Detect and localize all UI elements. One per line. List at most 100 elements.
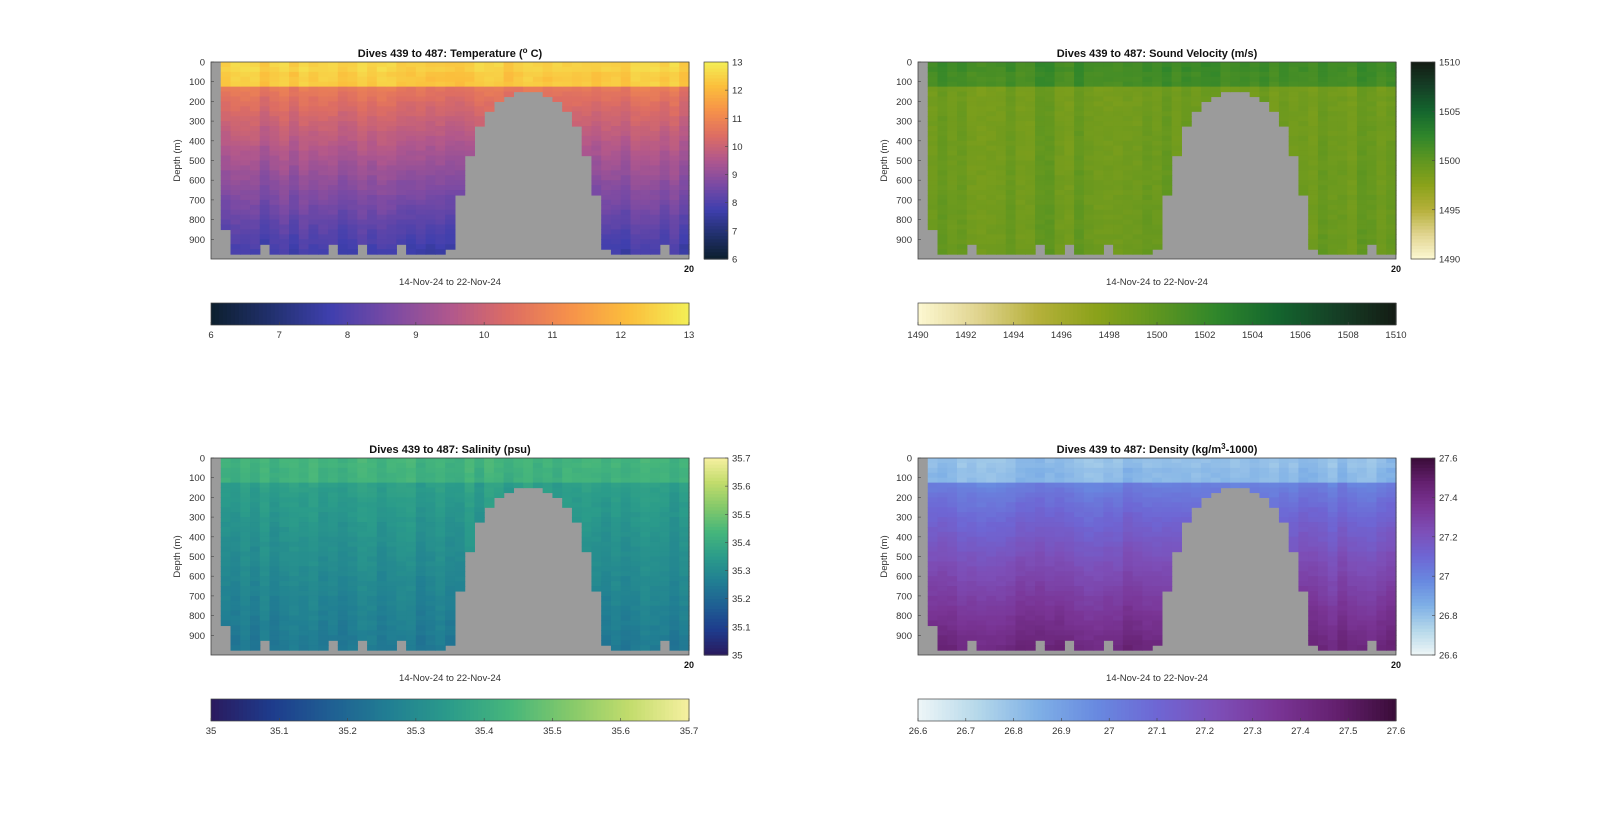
heatmap-cell — [620, 229, 632, 235]
heatmap-cell — [269, 145, 280, 152]
heatmap-cell — [220, 595, 232, 602]
heatmap-cell — [1093, 170, 1104, 176]
heatmap-cell — [445, 507, 456, 513]
heatmap-cell — [269, 610, 280, 617]
heatmap-cell — [1269, 101, 1280, 107]
heatmap-cell — [259, 625, 271, 631]
heatmap-cell — [1015, 239, 1026, 245]
heatmap-cell — [1103, 155, 1114, 162]
heatmap-cell — [620, 96, 632, 102]
heatmap-cell — [1327, 190, 1339, 196]
heatmap-cell — [357, 135, 368, 142]
heatmap-cell — [996, 239, 1007, 245]
heatmap-cell — [289, 96, 300, 102]
heatmap-cell — [957, 91, 968, 98]
heatmap-cell — [1337, 62, 1348, 68]
colorbar-segment — [306, 303, 312, 325]
heatmap-cell — [1308, 126, 1319, 132]
heatmap-cell — [376, 531, 388, 538]
heatmap-cell — [1356, 229, 1368, 235]
heatmap-cell — [679, 531, 690, 538]
heatmap-cell — [386, 214, 397, 221]
heatmap-cell — [406, 219, 417, 226]
heatmap-cell — [240, 86, 251, 93]
heatmap-cell — [406, 458, 417, 464]
heatmap-cell — [376, 126, 388, 132]
heatmap-cell — [445, 620, 456, 627]
heatmap-cell — [1337, 234, 1348, 240]
heatmap-cell — [966, 62, 978, 68]
heatmap-cell — [445, 175, 456, 181]
heatmap-cell — [947, 214, 958, 221]
heatmap-cell — [1288, 86, 1300, 93]
heatmap-cell — [620, 190, 632, 196]
heatmap-cell — [435, 71, 446, 78]
heatmap-cell — [347, 590, 358, 597]
heatmap-cell — [986, 150, 997, 157]
heatmap-cell — [386, 477, 397, 484]
heatmap-cell — [269, 492, 280, 498]
heatmap-cell — [347, 101, 358, 107]
heatmap-cell — [1122, 160, 1134, 167]
heatmap-cell — [610, 135, 622, 142]
heatmap-cell — [640, 625, 651, 631]
heatmap-cell — [649, 160, 661, 167]
heatmap-cell — [425, 229, 436, 235]
heatmap-cell — [513, 472, 524, 479]
heatmap-cell — [986, 96, 997, 102]
heatmap-cell — [513, 76, 524, 83]
heatmap-cell — [937, 214, 948, 221]
heatmap-cell — [996, 135, 1007, 142]
heatmap-cell — [1103, 62, 1114, 68]
colorbar-segment — [1411, 196, 1435, 201]
heatmap-cell — [435, 209, 446, 216]
heatmap-cell — [976, 91, 987, 98]
heatmap-cell — [347, 620, 358, 627]
heatmap-cell — [669, 101, 680, 107]
heatmap-cell — [601, 497, 612, 503]
heatmap-cell — [396, 116, 407, 122]
heatmap-cell — [308, 155, 319, 162]
heatmap-cell — [308, 487, 319, 494]
heatmap-cell — [1288, 116, 1300, 122]
heatmap-cell — [1327, 106, 1339, 112]
heatmap-cell — [1327, 185, 1339, 191]
heatmap-cell — [367, 106, 378, 112]
heatmap-cell — [318, 244, 329, 250]
colorbar-segment — [629, 303, 634, 325]
heatmap-cell — [1152, 81, 1163, 88]
heatmap-cell — [318, 140, 329, 147]
heatmap-cell — [435, 234, 446, 240]
heatmap-cell — [1132, 116, 1143, 122]
heatmap-cell — [269, 581, 280, 587]
heatmap-cell — [620, 116, 632, 122]
heatmap-cell — [640, 175, 651, 181]
colorbar-segment — [1411, 242, 1435, 247]
heatmap-cell — [1191, 62, 1202, 68]
heatmap-cell — [250, 551, 261, 558]
colorbar-segment — [214, 699, 220, 721]
heatmap-cell — [484, 96, 495, 102]
heatmap-cell — [620, 199, 632, 206]
heatmap-cell — [289, 66, 300, 73]
heatmap-cell — [1064, 86, 1075, 93]
heatmap-cell — [1376, 86, 1387, 93]
heatmap-cell — [591, 135, 602, 142]
heatmap-cell — [240, 561, 251, 567]
heatmap-cell — [620, 66, 632, 73]
heatmap-cell — [308, 595, 319, 602]
heatmap-cell — [250, 477, 261, 484]
heatmap-cell — [679, 487, 690, 494]
heatmap-cell — [620, 625, 632, 631]
heatmap-cell — [298, 209, 310, 216]
heatmap-cell — [406, 605, 417, 612]
heatmap-cell — [357, 610, 368, 617]
heatmap-cell — [986, 224, 997, 231]
heatmap-cell — [230, 586, 241, 592]
heatmap-cell — [337, 190, 349, 196]
heatmap-cell — [445, 101, 456, 107]
heatmap-cell — [659, 91, 671, 98]
heatmap-cell — [425, 640, 436, 646]
heatmap-cell — [1171, 140, 1182, 147]
heatmap-cell — [357, 492, 368, 498]
